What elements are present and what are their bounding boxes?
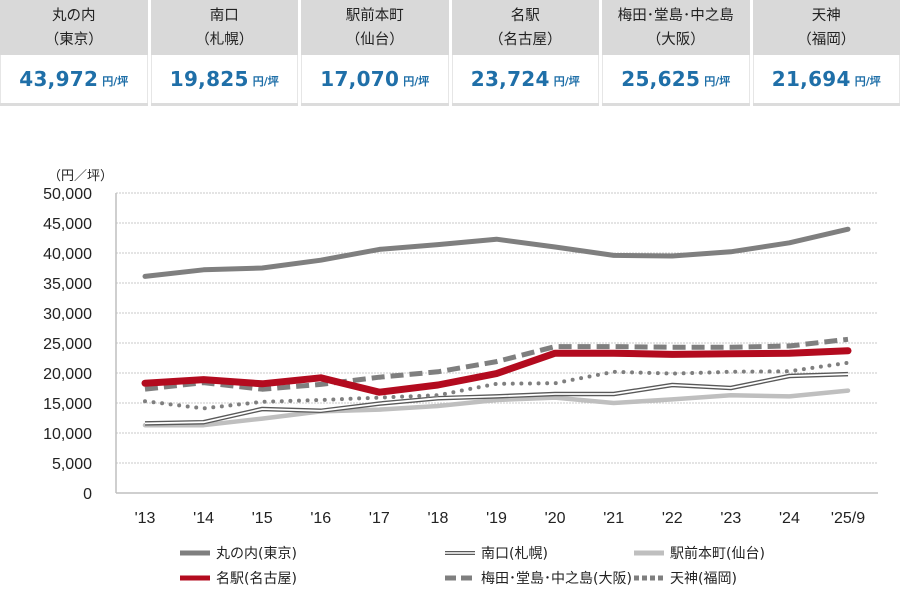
- y-tick-label: 40,000: [43, 246, 92, 263]
- x-tick-label: '20: [545, 510, 566, 527]
- summary-value: 17,070 円/坪: [301, 55, 449, 103]
- x-tick-label: '22: [662, 510, 683, 527]
- y-tick-label: 25,000: [43, 336, 92, 353]
- x-tick-label: '13: [135, 510, 156, 527]
- summary-value: 23,724 円/坪: [451, 55, 599, 103]
- legend-label: 梅田･堂島･中之島(大阪): [481, 571, 632, 587]
- y-tick-label: 45,000: [43, 216, 92, 233]
- rent-unit: 円/坪: [252, 75, 279, 88]
- rent-value: 17,070: [320, 67, 400, 91]
- series-line-5: [143, 360, 850, 411]
- y-tick-label: 15,000: [43, 396, 92, 413]
- series-line-0: [142, 226, 851, 279]
- x-tick-label: '19: [486, 510, 507, 527]
- summary-value: 25,625 円/坪: [602, 55, 750, 103]
- summary-header: 南口 （札幌）: [150, 0, 298, 55]
- x-tick-label: '17: [369, 510, 390, 527]
- line-chart: 0 5,000 10,000 15,000 20,000 25,000 30,000 35,0…: [43, 169, 878, 527]
- series-lines: [141, 226, 852, 428]
- legend-item-fukuoka: 天神(福岡): [634, 568, 737, 588]
- city-name: （名古屋）: [489, 31, 562, 48]
- summary-value: 21,694 円/坪: [752, 55, 900, 103]
- legend-label: 天神(福岡): [670, 571, 737, 587]
- summary-cell-marunouchi: 丸の内 （東京） 43,972 円/坪: [0, 0, 148, 106]
- legend-label: 南口(札幌): [481, 546, 548, 562]
- x-tick-label: '14: [193, 510, 214, 527]
- legend-item-sendai: 駅前本町(仙台): [634, 543, 765, 563]
- city-name: （東京）: [44, 31, 103, 48]
- x-tick-label: '24: [779, 510, 800, 527]
- city-name: （大阪）: [646, 31, 705, 48]
- rent-value: 43,972: [19, 67, 99, 91]
- summary-cell-sapporo: 南口 （札幌） 19,825 円/坪: [150, 0, 298, 106]
- series-line-1-inner: [144, 373, 849, 425]
- legend-swatch-dashed-icon: [445, 575, 475, 581]
- series-line-4: [144, 336, 849, 392]
- summary-cell-nagoya: 名駅 （名古屋） 23,724 円/坪: [451, 0, 599, 106]
- y-axis-unit-label: （円／坪）: [48, 169, 113, 184]
- y-tick-label: 20,000: [43, 366, 92, 383]
- legend-label: 駅前本町(仙台): [670, 546, 765, 562]
- summary-cell-fukuoka: 天神 （福岡） 21,694 円/坪: [752, 0, 900, 106]
- area-name: 南口: [209, 7, 239, 24]
- rent-unit: 円/坪: [854, 75, 881, 88]
- legend-swatch-red-icon: [180, 575, 210, 581]
- legend-swatch-thick-gray-icon: [180, 550, 210, 556]
- legend-item-nagoya: 名駅(名古屋): [180, 568, 297, 588]
- series-line-3: [141, 347, 852, 396]
- city-name: （福岡）: [797, 31, 856, 48]
- summary-value: 43,972 円/坪: [0, 55, 148, 103]
- legend-swatch-double-line-icon: [445, 551, 475, 555]
- summary-cell-osaka: 梅田･堂島･中之島 （大阪） 25,625 円/坪: [602, 0, 750, 106]
- y-tick-label: 0: [83, 486, 92, 503]
- rent-value: 25,625: [621, 67, 701, 91]
- x-tick-label: '15: [252, 510, 273, 527]
- gridlines: [115, 192, 878, 494]
- rent-unit: 円/坪: [704, 75, 731, 88]
- area-name: 梅田･堂島･中之島: [617, 7, 734, 24]
- summary-value: 19,825 円/坪: [150, 55, 298, 103]
- x-axis-ticks: '13 '14 '15 '16 '17 '18 '19 '20 '21 '22 '23 '24 '25/…: [135, 510, 866, 527]
- legend-swatch-light-gray-icon: [634, 550, 664, 556]
- city-name: （仙台）: [345, 31, 404, 48]
- area-name: 名駅: [510, 7, 540, 24]
- rent-unit: 円/坪: [553, 75, 580, 88]
- legend-label: 丸の内(東京): [216, 546, 297, 562]
- city-name: （札幌）: [195, 31, 254, 48]
- summary-header: 名駅 （名古屋）: [451, 0, 599, 55]
- legend-item-sapporo: 南口(札幌): [445, 543, 548, 563]
- legend-label: 名駅(名古屋): [216, 571, 297, 587]
- y-tick-label: 10,000: [43, 426, 92, 443]
- x-tick-label: '25/9: [831, 510, 865, 527]
- y-tick-label: 30,000: [43, 306, 92, 323]
- area-name: 丸の内: [52, 7, 96, 24]
- y-tick-label: 50,000: [43, 186, 92, 203]
- y-tick-label: 35,000: [43, 276, 92, 293]
- x-tick-label: '18: [427, 510, 448, 527]
- series-line-2: [142, 388, 851, 428]
- legend-item-osaka: 梅田･堂島･中之島(大阪): [445, 568, 632, 588]
- legend-item-marunouchi: 丸の内(東京): [180, 543, 297, 563]
- rent-unit: 円/坪: [102, 75, 129, 88]
- legend-swatch-dotted-icon: [634, 575, 664, 581]
- x-tick-label: '16: [310, 510, 331, 527]
- summary-cell-sendai: 駅前本町 （仙台） 17,070 円/坪: [301, 0, 449, 106]
- area-name: 駅前本町: [345, 7, 404, 24]
- summary-header: 天神 （福岡）: [752, 0, 900, 55]
- summary-header: 梅田･堂島･中之島 （大阪）: [602, 0, 750, 55]
- area-name: 天神: [811, 7, 841, 24]
- x-tick-label: '23: [720, 510, 741, 527]
- summary-header: 駅前本町 （仙台）: [301, 0, 449, 55]
- y-axis-ticks: 0 5,000 10,000 15,000 20,000 25,000 30,000 35,0…: [43, 186, 92, 503]
- rent-value: 23,724: [470, 67, 550, 91]
- rent-value: 19,825: [169, 67, 249, 91]
- x-tick-label: '21: [603, 510, 624, 527]
- y-tick-label: 5,000: [52, 456, 92, 473]
- rent-value: 21,694: [771, 67, 851, 91]
- summary-table: 丸の内 （東京） 43,972 円/坪 南口 （札幌） 19,825 円/坪 駅…: [0, 0, 900, 106]
- rent-unit: 円/坪: [403, 75, 430, 88]
- summary-header: 丸の内 （東京）: [0, 0, 148, 55]
